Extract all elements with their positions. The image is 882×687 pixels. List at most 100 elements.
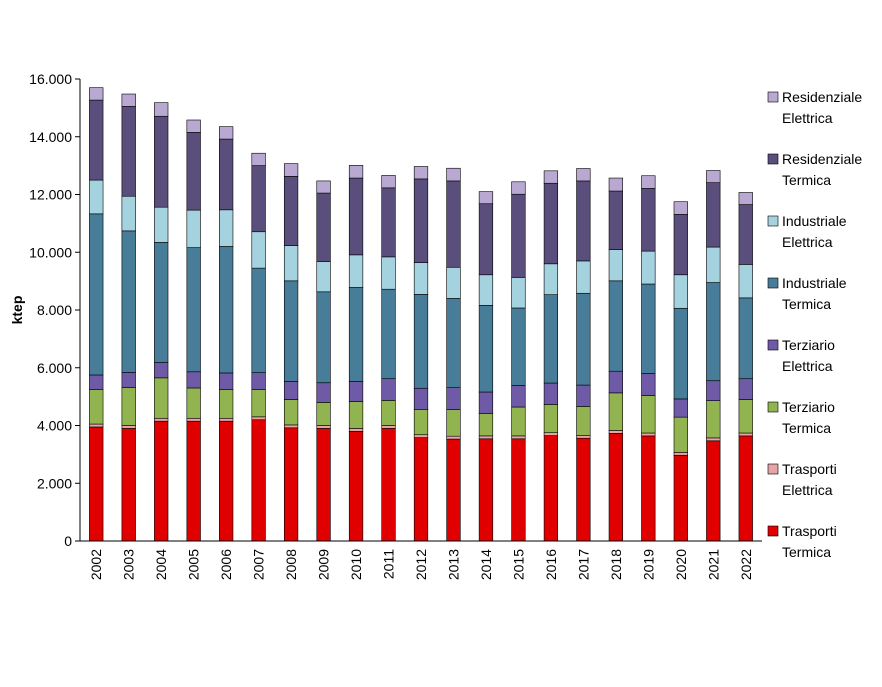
legend-label-line2: Termica bbox=[782, 420, 831, 436]
bar-segment bbox=[511, 385, 526, 408]
bar-segment bbox=[641, 175, 656, 189]
bars bbox=[89, 87, 753, 542]
bar-segment bbox=[738, 378, 753, 400]
legend-swatch bbox=[767, 463, 779, 475]
bar-segment bbox=[89, 426, 104, 542]
legend-swatch bbox=[767, 277, 779, 289]
legend-label-line2: Termica bbox=[782, 296, 831, 312]
bar-segment bbox=[673, 214, 688, 276]
bar-segment bbox=[608, 249, 623, 282]
y-tick-label: 16.000 bbox=[29, 71, 72, 87]
bar-segment bbox=[413, 294, 429, 389]
x-tick-label: 2013 bbox=[445, 549, 461, 580]
y-tick-label: 2.000 bbox=[37, 475, 72, 491]
bar-segment bbox=[186, 371, 201, 389]
x-tick-label: 2021 bbox=[705, 549, 721, 580]
bar-segment bbox=[641, 373, 656, 396]
bar-segment bbox=[706, 437, 721, 442]
bar-segment bbox=[608, 432, 623, 542]
legend-label-line1: Industriale bbox=[782, 275, 847, 291]
legend-swatch bbox=[767, 339, 779, 351]
bar-segment bbox=[738, 192, 753, 205]
bar-segment bbox=[478, 274, 494, 306]
bar-segment bbox=[576, 180, 591, 262]
bar-segment bbox=[706, 380, 721, 401]
bar-segment bbox=[186, 119, 201, 133]
bar-segment bbox=[673, 452, 688, 456]
y-tick-label: 12.000 bbox=[29, 187, 72, 203]
bar-segment bbox=[251, 372, 266, 390]
bar-segment bbox=[316, 192, 331, 262]
bar-segment bbox=[381, 187, 396, 258]
bar-segment bbox=[641, 188, 656, 252]
bar-segment bbox=[641, 395, 656, 434]
bar-segment bbox=[381, 428, 396, 542]
x-tick-label: 2002 bbox=[88, 549, 104, 580]
bar-segment bbox=[154, 242, 169, 363]
x-tick-label: 2007 bbox=[251, 549, 267, 580]
bar-segment bbox=[608, 370, 623, 394]
legend-item: Trasporti Elettrica bbox=[767, 461, 837, 498]
legend-label-line2: Elettrica bbox=[782, 358, 833, 374]
bar-segment bbox=[186, 132, 201, 211]
bar-segment bbox=[89, 423, 104, 428]
bar-segment bbox=[478, 391, 494, 414]
bar-segment bbox=[511, 181, 526, 195]
bar-segment bbox=[608, 177, 623, 192]
legend-label-line2: Termica bbox=[782, 172, 831, 188]
bar-segment bbox=[89, 99, 104, 181]
bar-segment bbox=[738, 399, 753, 434]
bar-segment bbox=[478, 435, 494, 440]
legend-label-line2: Elettrica bbox=[782, 234, 833, 250]
bar-segment bbox=[446, 298, 461, 388]
y-tick-label: 14.000 bbox=[29, 129, 72, 145]
bar-segment bbox=[706, 440, 721, 542]
x-tick-label: 2016 bbox=[543, 549, 559, 580]
bar-segment bbox=[154, 102, 169, 117]
bar-segment bbox=[283, 399, 299, 426]
bar-segment bbox=[543, 170, 559, 184]
bar-segment bbox=[738, 264, 753, 299]
legend-item: Industriale Termica bbox=[767, 275, 847, 312]
legend-swatch bbox=[767, 153, 779, 165]
bar-segment bbox=[121, 425, 136, 429]
legend-label-line2: Elettrica bbox=[782, 482, 833, 498]
x-tick-label: 2017 bbox=[575, 549, 591, 580]
bar-segment bbox=[673, 307, 688, 400]
bar-segment bbox=[348, 254, 364, 288]
legend-item: Terziario Termica bbox=[767, 399, 835, 436]
x-tick-label: 2022 bbox=[738, 549, 754, 580]
bar-segment bbox=[706, 282, 721, 382]
y-tick-label: 6.000 bbox=[37, 360, 72, 376]
x-tick-label: 2020 bbox=[673, 549, 689, 580]
legend-label-line1: Trasporti bbox=[782, 461, 837, 477]
bar-segment bbox=[543, 294, 559, 384]
bar-segment bbox=[121, 428, 136, 542]
bar-segment bbox=[673, 201, 688, 215]
bar-segment bbox=[673, 454, 688, 542]
bar-segment bbox=[641, 432, 656, 437]
bar-segment bbox=[413, 437, 429, 542]
bar-segment bbox=[89, 213, 104, 376]
bar-segment bbox=[413, 409, 429, 436]
bar-segment bbox=[446, 387, 461, 410]
bar-segment bbox=[478, 438, 494, 542]
bar-segment bbox=[706, 246, 721, 283]
bar-segment bbox=[283, 381, 299, 400]
bar-segment bbox=[576, 406, 591, 436]
bar-segment bbox=[154, 206, 169, 243]
bar-segment bbox=[446, 435, 461, 440]
bar-segment bbox=[316, 382, 331, 403]
legend-swatch bbox=[767, 401, 779, 413]
x-tick-label: 2015 bbox=[510, 549, 526, 580]
bar-segment bbox=[706, 182, 721, 248]
legend-swatch bbox=[767, 215, 779, 227]
bar-segment bbox=[576, 260, 591, 294]
legend-item: Terziario Elettrica bbox=[767, 337, 835, 374]
bar-segment bbox=[511, 277, 526, 309]
legend-label-line1: Industriale bbox=[782, 213, 847, 229]
bar-segment bbox=[511, 438, 526, 542]
bar-segment bbox=[446, 409, 461, 437]
bar-segment bbox=[413, 262, 429, 295]
bar-segment bbox=[121, 372, 136, 388]
